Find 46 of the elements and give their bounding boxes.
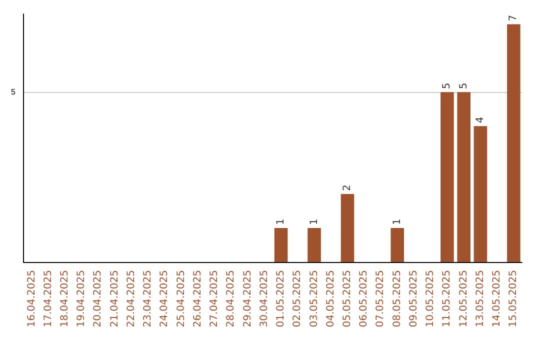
x-tick-label: 14.05.2025 <box>492 270 503 328</box>
bar <box>474 126 488 262</box>
x-tick-label: 30.04.2025 <box>258 270 270 328</box>
x-tick-label: 16.04.2025 <box>26 270 38 328</box>
bar <box>457 92 470 262</box>
x-tick-label: 09.05.2025 <box>408 270 420 328</box>
bar <box>390 228 404 262</box>
x-tick-label: 21.04.2025 <box>109 270 120 328</box>
x-tick-label: 13.05.2025 <box>474 270 486 328</box>
x-tick-label: 24.04.2025 <box>159 270 170 328</box>
x-tick-label: 22.04.2025 <box>126 270 137 328</box>
bar <box>308 228 321 262</box>
x-tick-label: 11.05.2025 <box>442 270 453 328</box>
x-tick-label: 05.05.2025 <box>342 270 354 328</box>
x-tick-label: 06.05.2025 <box>358 270 370 328</box>
x-tick-label: 12.05.2025 <box>458 270 470 328</box>
x-tick-label: 01.05.2025 <box>276 270 287 328</box>
x-tick-label: 07.05.2025 <box>375 270 386 328</box>
x-tick-label: 29.04.2025 <box>242 270 254 328</box>
data-label: 5 <box>442 82 453 90</box>
bar <box>507 24 520 262</box>
x-tick-label: 02.05.2025 <box>292 270 304 328</box>
x-tick-label: 17.04.2025 <box>42 270 54 328</box>
x-tick-label: 28.04.2025 <box>226 270 237 328</box>
data-label: 2 <box>342 184 354 192</box>
x-tick-label: 10.05.2025 <box>425 270 436 328</box>
data-label: 7 <box>508 14 520 22</box>
x-tick-label: 19.04.2025 <box>76 270 88 328</box>
x-tick-label: 20.04.2025 <box>92 270 104 328</box>
x-tick-label: 27.04.2025 <box>209 270 220 328</box>
data-label: 1 <box>308 218 320 226</box>
x-tick-label: 03.05.2025 <box>308 270 320 328</box>
data-label: 5 <box>458 82 470 90</box>
data-label: 1 <box>392 218 403 226</box>
x-tick-label: 25.04.2025 <box>176 270 187 328</box>
x-tick-label: 04.05.2025 <box>325 270 336 328</box>
bar <box>274 228 288 262</box>
data-label: 4 <box>474 116 486 124</box>
x-tick-label: 26.04.2025 <box>192 270 204 328</box>
bar <box>440 92 454 262</box>
x-tick-label: 18.04.2025 <box>59 270 70 328</box>
data-label: 1 <box>276 218 287 226</box>
x-tick-label: 08.05.2025 <box>392 270 403 328</box>
bar <box>340 194 354 262</box>
x-tick-label: 23.04.2025 <box>142 270 154 328</box>
x-tick-label: 15.05.2025 <box>508 270 520 328</box>
